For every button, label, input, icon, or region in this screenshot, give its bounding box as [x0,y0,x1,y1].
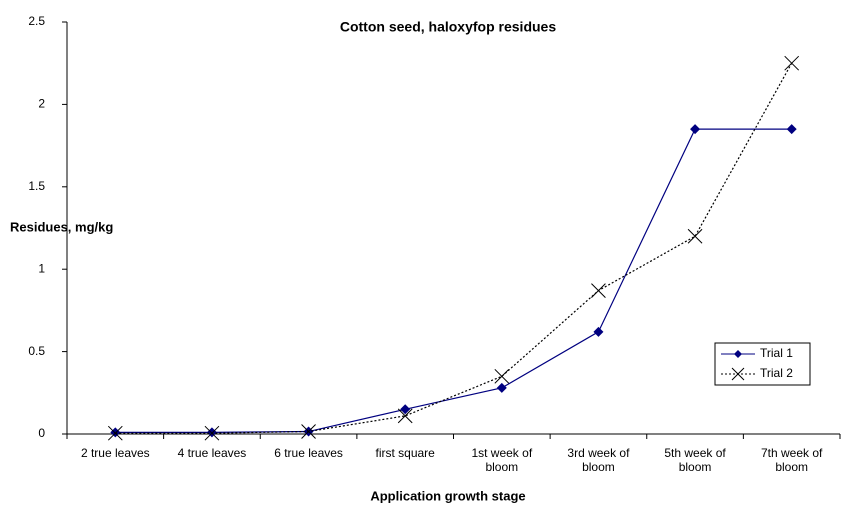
x-tick-label: 7th week of bloom [761,446,823,474]
y-tick-label: 1.5 [28,179,45,193]
point [496,382,507,393]
point [110,427,121,438]
legend-marker [734,350,742,358]
legend-box [714,342,811,386]
point [400,404,411,415]
point [593,326,604,337]
series-line [115,128,792,433]
x-tick-label: 4 true leaves [177,446,247,460]
legend-label: Trial 2 [760,366,793,380]
x-tick-label: 5th week of bloom [664,446,726,474]
point [690,124,701,135]
x-tick-label: 1st week of bloom [471,446,533,474]
series-line [115,62,793,434]
point [204,425,220,441]
x-tick-label: 6 true leaves [274,446,343,460]
y-tick-label: 0.5 [28,344,45,358]
chart-title: Cotton seed, haloxyfop residues [340,19,556,35]
x-axis-title: Application growth stage [370,488,525,503]
x-tick-label: 2 true leaves [80,446,150,460]
legend-marker [731,367,745,381]
y-tick-label: 2 [38,97,45,111]
point [784,55,800,71]
point [206,427,217,438]
point [494,368,510,384]
y-tick-label: 0 [38,426,45,440]
y-tick-label: 2.5 [28,14,45,28]
point [786,124,797,135]
legend-label: Trial 1 [760,346,793,360]
point [591,283,606,298]
x-tick-label: 3rd week of bloom [567,446,630,474]
point [301,424,316,439]
x-tick-label: first square [375,446,435,460]
y-tick-label: 1 [38,261,45,275]
point [687,228,703,244]
point [107,425,123,441]
point [397,408,413,424]
y-axis-title: Residues, mg/kg [10,219,113,234]
